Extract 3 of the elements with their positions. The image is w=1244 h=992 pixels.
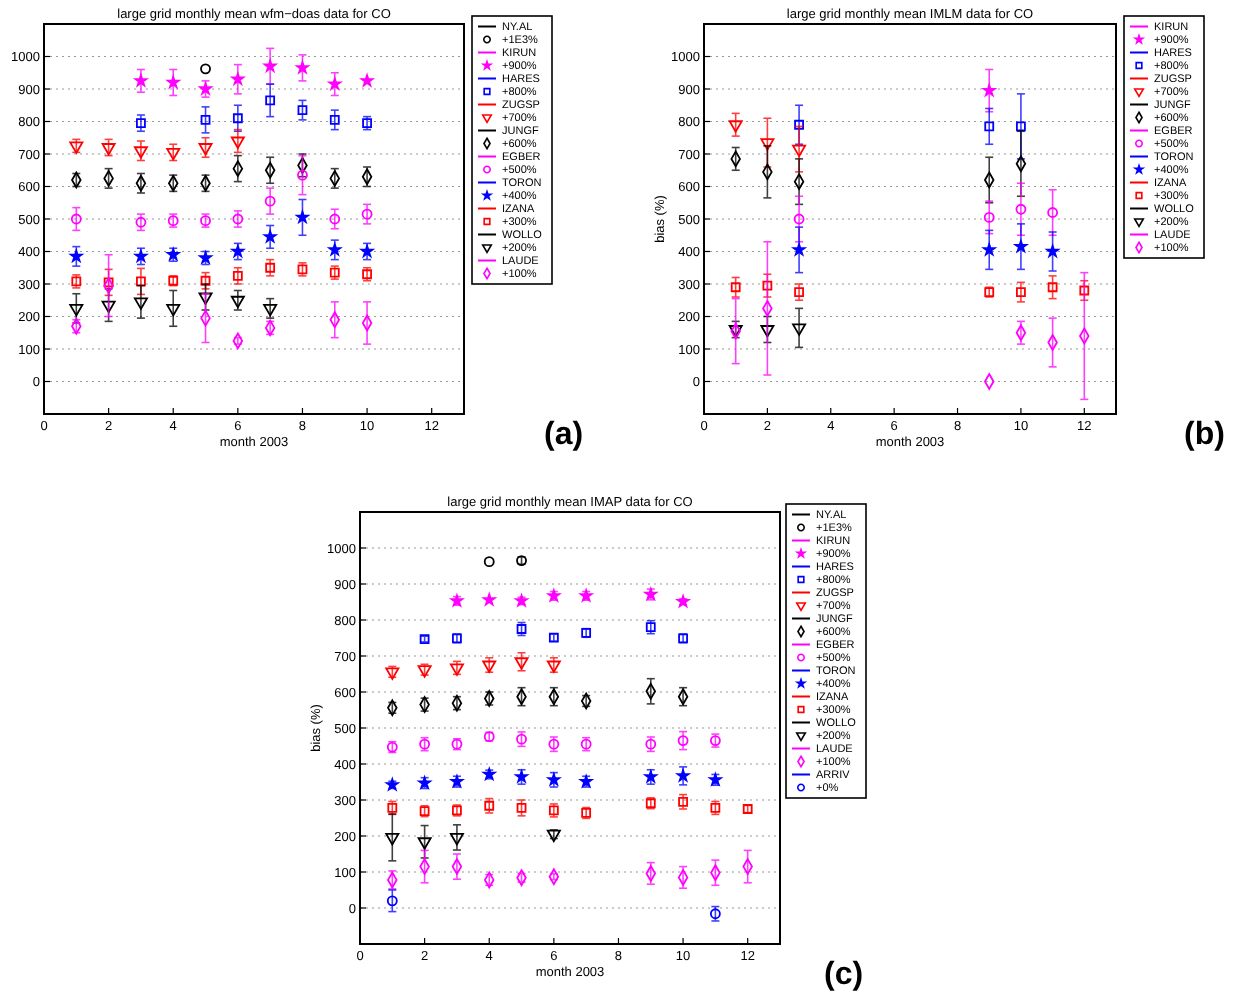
text: (a) — [544, 418, 584, 452]
text: (c) — [824, 958, 864, 992]
text: (b) — [1184, 418, 1225, 452]
